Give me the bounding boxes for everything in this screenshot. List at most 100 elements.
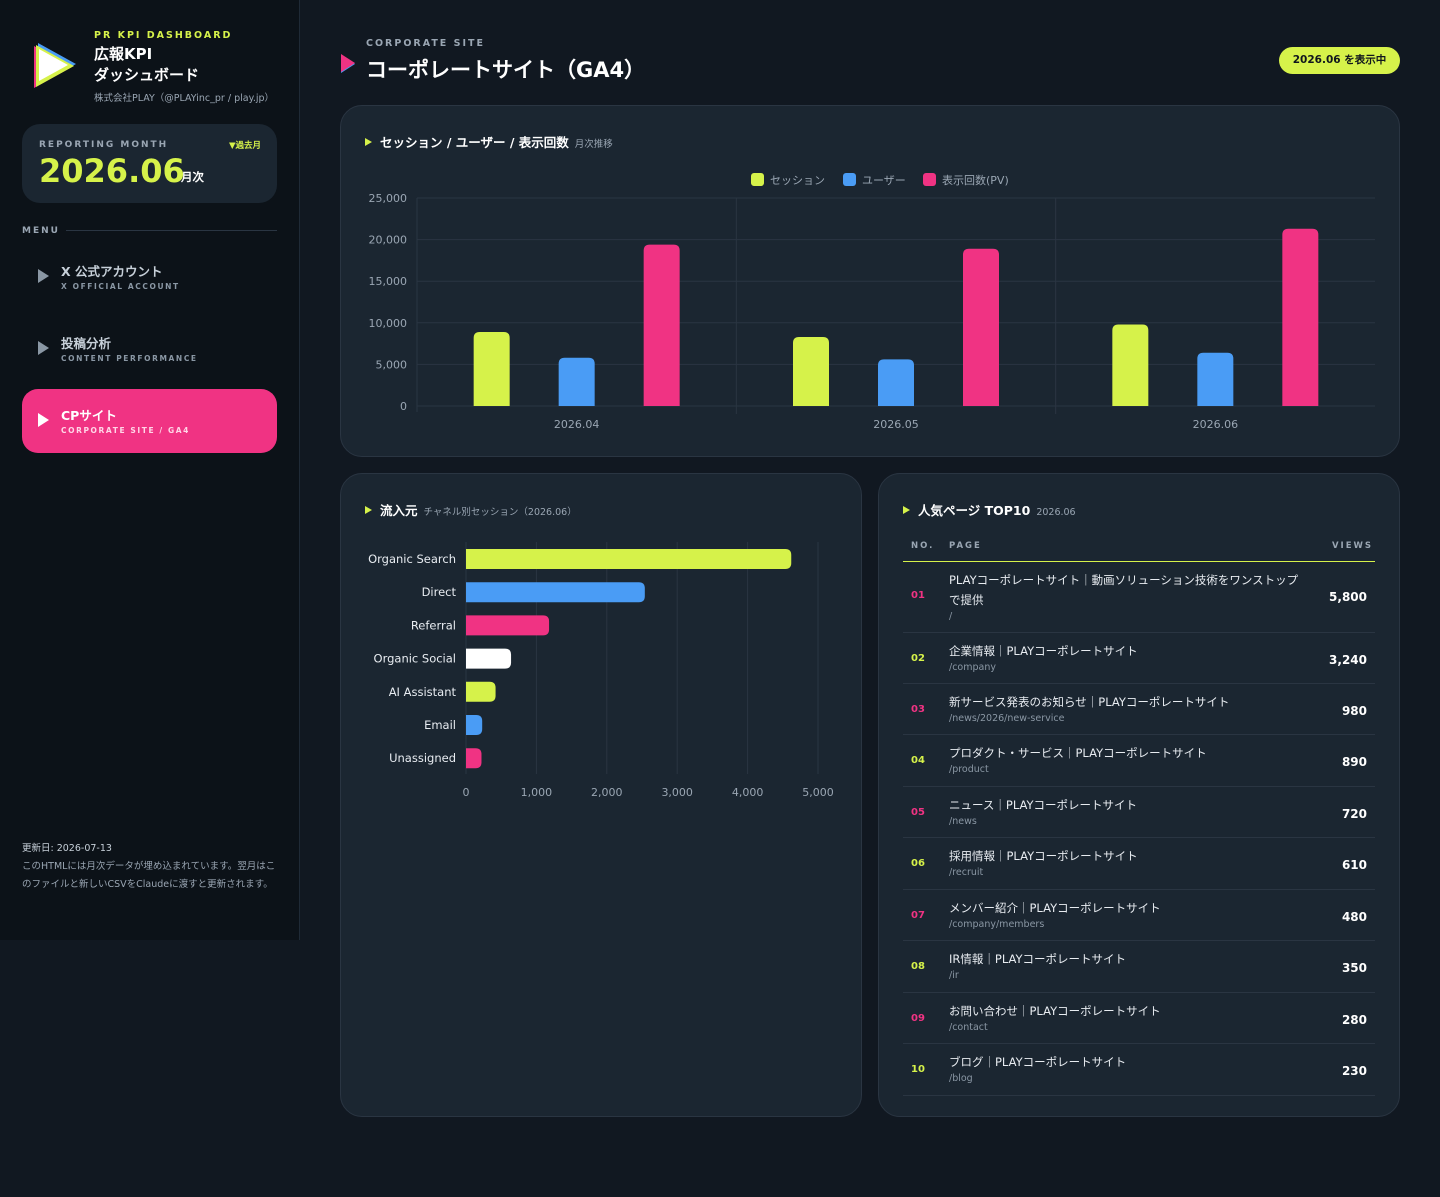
brand-org: 株式会社PLAY（@PLAYinc_pr / play.jp） bbox=[94, 93, 275, 104]
nav-item-label: X 公式アカウント bbox=[61, 264, 163, 279]
bar bbox=[643, 244, 680, 406]
bar bbox=[466, 715, 483, 735]
channel-bar-chart: 0 1,000 2,000 3,000 4,000 5,000 Organic Search… bbox=[368, 542, 834, 799]
nav-item-content-performance[interactable]: 投稿分析 CONTENT PERFORMANCE bbox=[22, 317, 277, 381]
nav-item-label: CPサイト bbox=[61, 408, 117, 423]
bar bbox=[473, 331, 510, 406]
page-path: /news/2026/new-service bbox=[949, 713, 1065, 724]
nav-item-x-account[interactable]: X 公式アカウント X OFFICIAL ACCOUNT bbox=[22, 245, 277, 309]
channels-chart-card: 流入元 チャネル別セッション（2026.06） 0 1,000 2,000 3,000 4… bbox=[340, 473, 862, 1117]
bar bbox=[793, 336, 829, 406]
table-row[interactable]: 08 IR情報｜PLAYコーポレートサイト/ir 350 bbox=[903, 941, 1375, 993]
nav-item-sublabel: CONTENT PERFORMANCE bbox=[61, 354, 198, 363]
row-number: 07 bbox=[911, 910, 925, 921]
bar bbox=[466, 549, 792, 569]
bar bbox=[963, 248, 999, 406]
page-title: PLAYコーポレートサイト｜動画ソリューション技術をワンストップで提供 bbox=[949, 573, 1299, 607]
card-subtitle: 月次推移 bbox=[574, 139, 613, 150]
table-body: 01 PLAYコーポレートサイト｜動画ソリューション技術をワンストップで提供 / 5,… bbox=[903, 562, 1375, 1096]
table-row[interactable]: 01 PLAYコーポレートサイト｜動画ソリューション技術をワンストップで提供 / 5,… bbox=[903, 562, 1375, 633]
y-tick-label: Organic Search bbox=[368, 552, 456, 566]
row-number: 06 bbox=[911, 858, 925, 869]
page-title: IR情報｜PLAYコーポレートサイト bbox=[949, 952, 1126, 966]
col-no: NO. bbox=[911, 541, 935, 551]
page-cell: お問い合わせ｜PLAYコーポレートサイト/contact bbox=[949, 1001, 1309, 1035]
table-row[interactable]: 04 プロダクト・サービス｜PLAYコーポレートサイト/product 890 bbox=[903, 735, 1375, 787]
page-views: 350 bbox=[1341, 961, 1367, 975]
page-cell: プロダクト・サービス｜PLAYコーポレートサイト/product bbox=[949, 743, 1309, 777]
y-tick-label: 10,000 bbox=[369, 317, 408, 330]
table-row[interactable]: 09 お問い合わせ｜PLAYコーポレートサイト/contact 280 bbox=[903, 993, 1375, 1044]
play-logo-icon bbox=[34, 43, 76, 88]
bar bbox=[466, 681, 496, 702]
row-number: 04 bbox=[911, 755, 925, 766]
table-row[interactable]: 06 採用情報｜PLAYコーポレートサイト/recruit 610 bbox=[903, 838, 1375, 890]
y-tick-label: Organic Social bbox=[374, 652, 456, 666]
page-title: 企業情報｜PLAYコーポレートサイト bbox=[949, 644, 1138, 658]
card-title: 人気ページ TOP10 bbox=[918, 503, 1031, 518]
page-title: コーポレートサイト（GA4） bbox=[366, 58, 646, 82]
bar bbox=[1112, 324, 1149, 406]
bar bbox=[878, 359, 914, 406]
legend-swatch bbox=[751, 173, 764, 186]
col-page: PAGE bbox=[949, 541, 982, 551]
x-tick-label: 2026.05 bbox=[873, 418, 919, 431]
page-path: /recruit bbox=[949, 867, 984, 878]
page-views: 3,240 bbox=[1329, 653, 1367, 667]
row-number: 08 bbox=[911, 961, 925, 972]
page-title: メンバー紹介｜PLAYコーポレートサイト bbox=[949, 901, 1161, 915]
reporting-month-value: 2026.06 bbox=[39, 152, 185, 190]
page-path: /company bbox=[949, 662, 996, 673]
table-row[interactable]: 03 新サービス発表のお知らせ｜PLAYコーポレートサイト/news/2026/n… bbox=[903, 684, 1375, 735]
col-views: VIEWS bbox=[1331, 541, 1373, 551]
updated-date: 更新日: 2026-07-13 bbox=[22, 843, 112, 854]
brand-title-line1: 広報KPI bbox=[94, 45, 153, 63]
nav-item-label: 投稿分析 bbox=[61, 336, 112, 351]
footnote-text: このHTMLには月次データが埋め込まれています。翌月はこのファイルと新しいCSV… bbox=[22, 861, 276, 890]
page-views: 5,800 bbox=[1329, 590, 1367, 604]
page-cell: 新サービス発表のお知らせ｜PLAYコーポレートサイト/news/2026/new… bbox=[949, 692, 1309, 726]
page-title: ニュース｜PLAYコーポレートサイト bbox=[949, 798, 1138, 812]
brand-kicker: PR KPI DASHBOARD bbox=[94, 30, 233, 41]
play-triangle-icon bbox=[365, 138, 372, 146]
x-tick-label: 0 bbox=[463, 786, 470, 799]
table-row[interactable]: 05 ニュース｜PLAYコーポレートサイト/news 720 bbox=[903, 787, 1375, 838]
page-title: 採用情報｜PLAYコーポレートサイト bbox=[949, 849, 1138, 863]
table-row[interactable]: 07 メンバー紹介｜PLAYコーポレートサイト/company/members 48… bbox=[903, 890, 1375, 941]
page-cell: メンバー紹介｜PLAYコーポレートサイト/company/members bbox=[949, 898, 1309, 932]
page-path: /ir bbox=[949, 970, 959, 981]
past-month-toggle[interactable]: ▼過去月 bbox=[228, 141, 261, 151]
card-subtitle: チャネル別セッション（2026.06） bbox=[423, 507, 577, 518]
page-cell: IR情報｜PLAYコーポレートサイト/ir bbox=[949, 949, 1309, 983]
monthly-bar-chart: 0 5,000 10,000 15,000 20,000 25,000 2026.04 202… bbox=[369, 173, 1375, 431]
page-title: プロダクト・サービス｜PLAYコーポレートサイト bbox=[949, 746, 1207, 760]
top-pages-card: 人気ページ TOP10 2026.06 NO. PAGE VIEWS 01 PLAY… bbox=[878, 473, 1400, 1117]
page-views: 980 bbox=[1341, 704, 1367, 718]
showing-month-badge: 2026.06 を表示中 bbox=[1279, 47, 1400, 74]
row-number: 02 bbox=[911, 653, 925, 664]
card-subtitle: 2026.06 bbox=[1036, 507, 1076, 518]
x-tick-label: 5,000 bbox=[802, 786, 834, 799]
page-views: 280 bbox=[1341, 1013, 1367, 1027]
table-row[interactable]: 02 企業情報｜PLAYコーポレートサイト/company 3,240 bbox=[903, 633, 1375, 684]
y-tick-label: 20,000 bbox=[369, 234, 408, 247]
bar bbox=[466, 582, 645, 603]
x-tick-label: 3,000 bbox=[661, 786, 693, 799]
table-row[interactable]: 10 ブログ｜PLAYコーポレートサイト/blog 230 bbox=[903, 1044, 1375, 1096]
page-path: / bbox=[949, 611, 953, 622]
brand-title: 広報KPI ダッシュボード bbox=[94, 44, 199, 86]
play-triangle-icon bbox=[38, 341, 49, 355]
y-tick-label: AI Assistant bbox=[389, 685, 457, 699]
bar bbox=[558, 357, 595, 406]
nav-item-corporate-site[interactable]: CPサイト CORPORATE SITE / GA4 bbox=[22, 389, 277, 453]
play-triangle-icon bbox=[365, 506, 372, 514]
card-title: 流入元 bbox=[380, 503, 418, 518]
card-title: セッション / ユーザー / 表示回数 bbox=[380, 135, 569, 150]
page-path: /blog bbox=[949, 1073, 973, 1084]
bar bbox=[466, 615, 550, 636]
reporting-month-suffix: 月次 bbox=[181, 170, 204, 184]
brand-title-line2: ダッシュボード bbox=[94, 66, 200, 84]
legend-swatch bbox=[923, 173, 936, 186]
menu-divider bbox=[66, 230, 277, 231]
page-title: 新サービス発表のお知らせ｜PLAYコーポレートサイト bbox=[949, 695, 1230, 709]
